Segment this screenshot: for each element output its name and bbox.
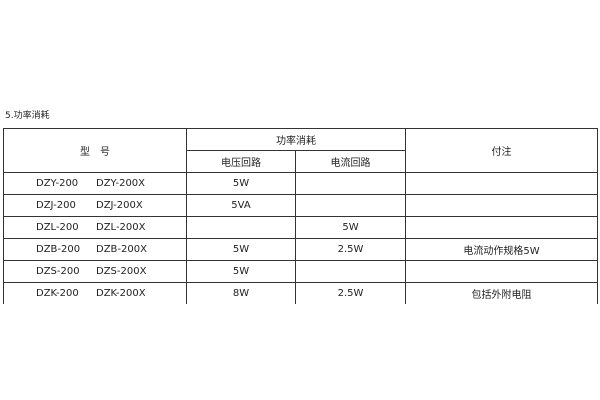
model-a: DZJ-200 [36,200,76,211]
current-cell [295,194,406,217]
model-a: DZY-200 [36,178,79,189]
section-title: 5.功率消耗 [5,111,50,121]
header-row: 型 号 功率消耗 付注 [3,128,598,173]
current-cell: 5W [295,216,406,239]
voltage-cell: 5W [186,238,296,261]
remark-cell: 电流动作规格5W [405,238,598,261]
voltage-cell: 5W [186,260,296,283]
table-row: DZS-200 DZS-200X 5W [3,260,598,283]
model-cell: DZS-200 DZS-200X [3,260,187,283]
current-cell [295,260,406,283]
remark-cell [405,260,598,283]
model-a: DZL-200 [36,222,79,233]
model-a: DZB-200 [36,244,81,255]
model-b: DZJ-200X [96,200,143,211]
model-b: DZS-200X [96,266,147,277]
voltage-cell: 5VA [186,194,296,217]
remark-cell [405,194,598,217]
table-row: DZB-200 DZB-200X 5W 2.5W 电流动作规格5W [3,238,598,261]
subheader-row: 电压回路 电流回路 [4,150,598,173]
header-current-circuit: 电流回路 [295,150,406,173]
model-b: DZB-200X [96,244,147,255]
current-cell: 2.5W [295,238,406,261]
header-voltage-circuit: 电压回路 [186,150,296,173]
voltage-cell: 5W [186,172,296,195]
model-cell: DZB-200 DZB-200X [3,238,187,261]
voltage-cell: 8W [186,282,296,304]
current-cell: 2.5W [295,282,406,304]
remark-cell [405,172,598,195]
table-row: DZK-200 DZK-200X 8W 2.5W 包括外附电阻 [3,282,598,304]
header-power: 功率消耗 [186,128,406,151]
model-cell: DZJ-200 DZJ-200X [3,194,187,217]
header-model: 型 号 [3,128,187,173]
voltage-cell [186,216,296,239]
model-cell: DZK-200 DZK-200X [3,282,187,304]
header-remarks: 付注 [405,128,598,173]
table-row: DZJ-200 DZJ-200X 5VA [3,194,598,217]
remark-cell [405,216,598,239]
model-cell: DZY-200 DZY-200X [3,172,187,195]
remark-cell: 包括外附电阻 [405,282,598,304]
model-b: DZY-200X [96,178,146,189]
model-cell: DZL-200 DZL-200X [3,216,187,239]
model-b: DZL-200X [96,222,146,233]
table-row: DZL-200 DZL-200X 5W [3,216,598,239]
power-consumption-table: 型 号 功率消耗 付注 电压回路 电流回路 DZY-200 DZY-200X 5W… [3,128,598,304]
model-a: DZS-200 [36,266,80,277]
table-row: DZY-200 DZY-200X 5W [3,172,598,195]
model-b: DZK-200X [96,288,146,299]
model-a: DZK-200 [36,288,79,299]
current-cell [295,172,406,195]
